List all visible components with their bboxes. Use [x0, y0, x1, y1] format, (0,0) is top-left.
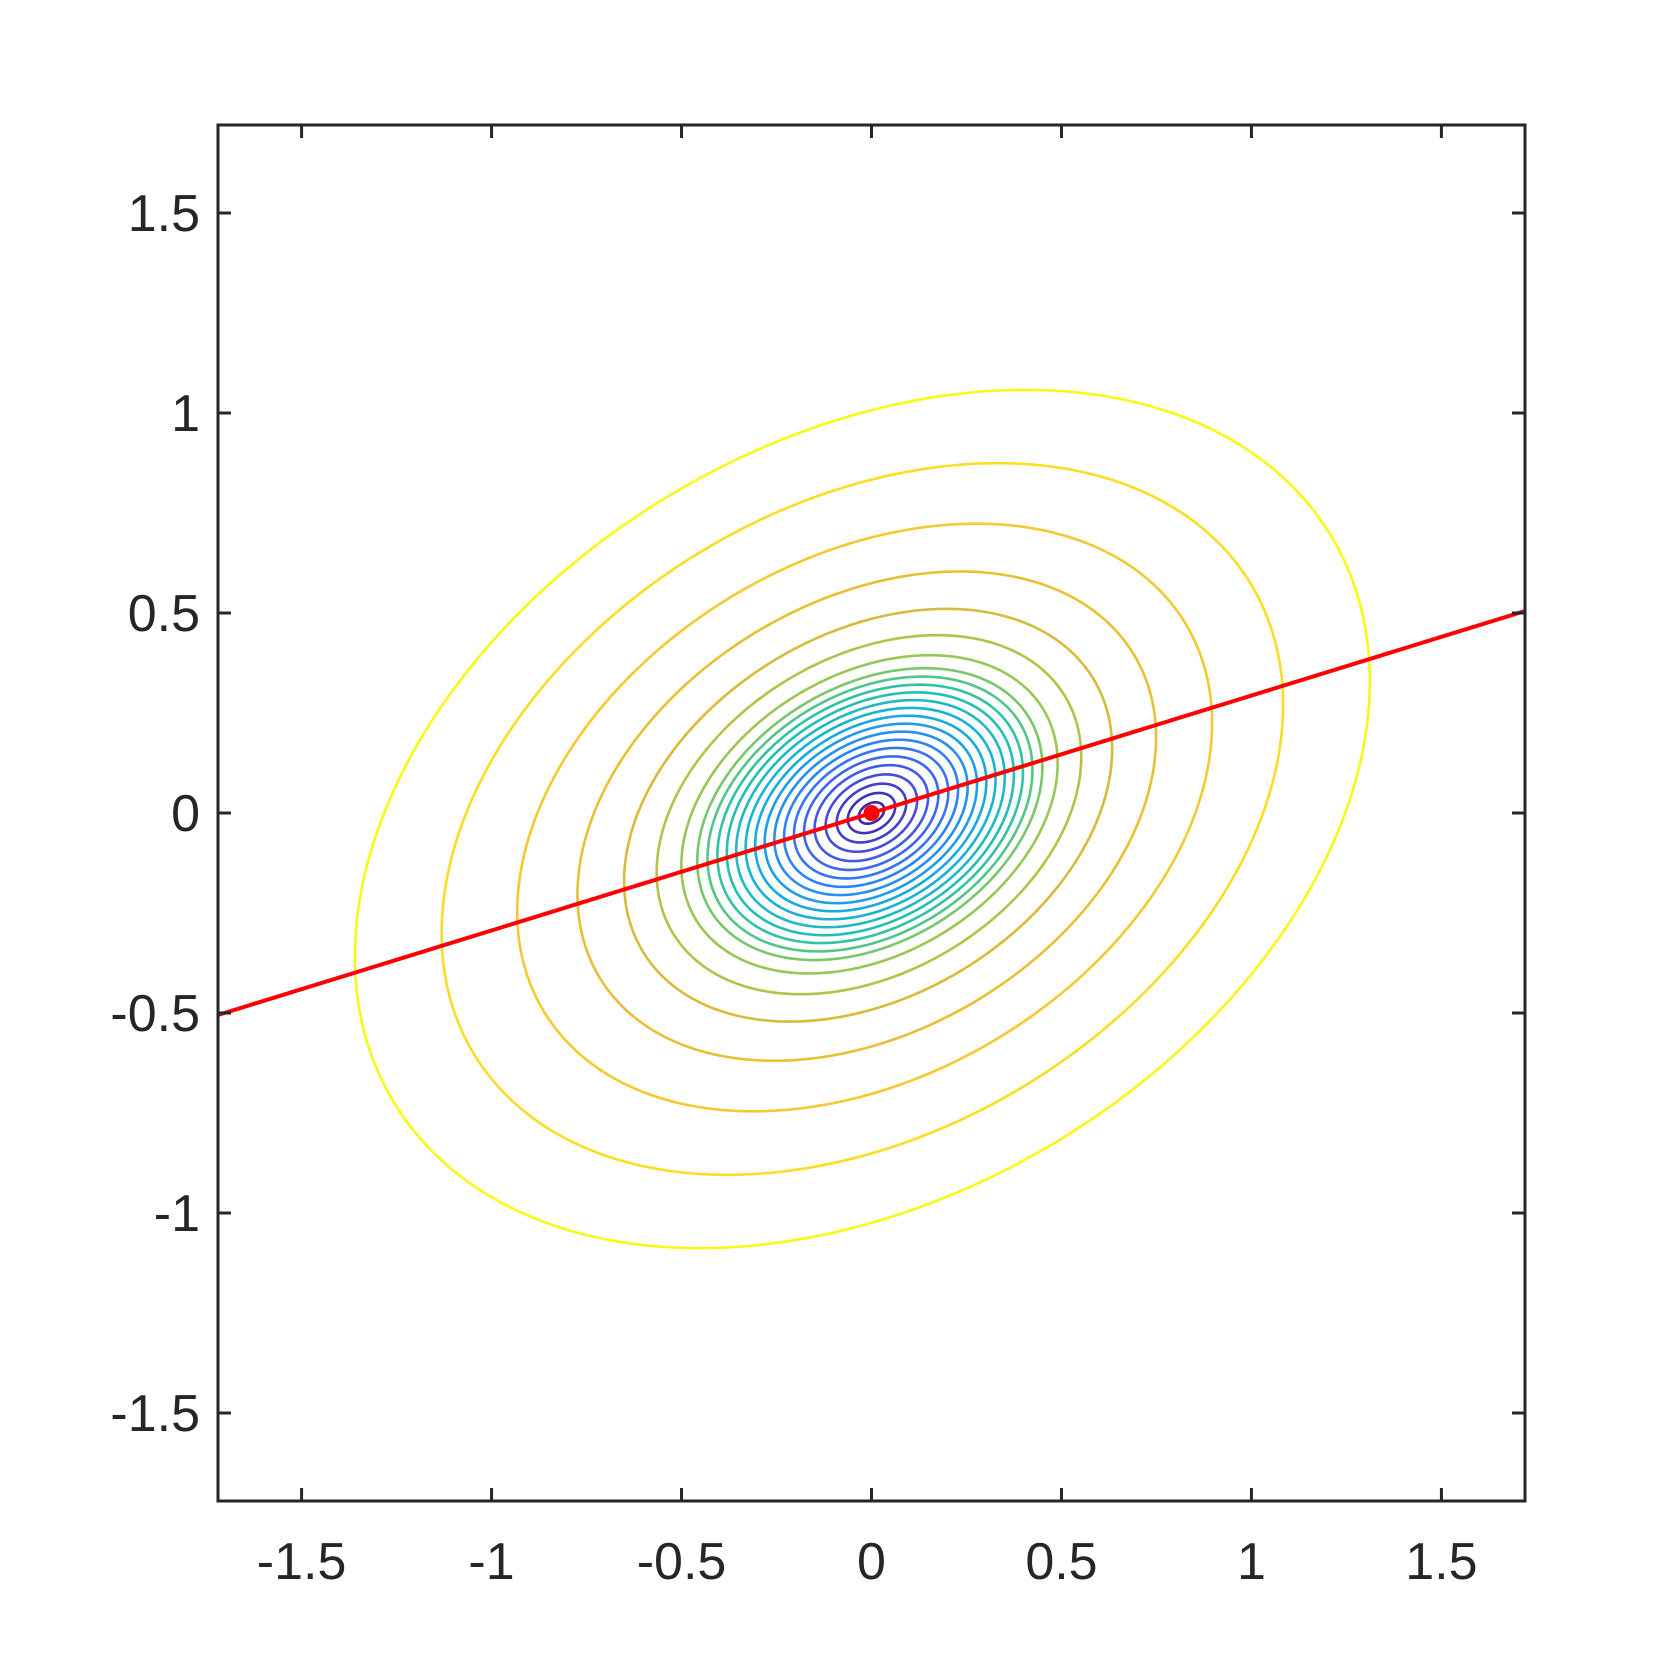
contour-line	[773, 730, 969, 897]
y-axis-tick-labels: -1.5 -1 -0.5 0 0.5 1 1.5	[110, 185, 200, 1443]
x-tick-label: -1	[468, 1533, 514, 1591]
y-tick-label: 0	[171, 785, 200, 843]
contour-line	[706, 675, 1034, 953]
x-axis-tick-labels: -1.5 -1 -0.5 0 0.5 1 1.5	[257, 1533, 1478, 1591]
axis-ticks	[218, 125, 1525, 1501]
contour-lines	[353, 388, 1372, 1250]
contour-line	[857, 800, 886, 826]
contour-line	[734, 698, 1007, 929]
y-tick-label: 0.5	[128, 585, 200, 643]
y-tick-label: -1.5	[110, 1385, 200, 1443]
contour-line	[753, 714, 988, 913]
x-tick-label: -1.5	[257, 1533, 347, 1591]
x-tick-label: 0	[857, 1533, 886, 1591]
contour-line	[680, 653, 1059, 975]
y-tick-label: -1	[154, 1185, 200, 1243]
contour-line	[716, 683, 1025, 945]
contour-line	[655, 633, 1083, 996]
y-tick-label: 1	[171, 385, 200, 443]
red-center-marker	[863, 805, 880, 821]
overlay-layer	[218, 609, 1525, 1017]
contour-line	[824, 773, 919, 854]
contour-line	[353, 388, 1372, 1250]
contour-line	[802, 755, 940, 872]
x-tick-label: 1	[1237, 1533, 1266, 1591]
x-tick-label: -0.5	[637, 1533, 727, 1591]
x-tick-label: 1.5	[1405, 1533, 1477, 1591]
y-tick-label: 1.5	[128, 185, 200, 243]
contour-line	[725, 691, 1016, 937]
contour-line	[695, 666, 1044, 962]
contour-line	[576, 570, 1158, 1063]
contour-line	[744, 706, 997, 921]
contour-line	[835, 782, 908, 844]
contour-line	[846, 791, 897, 835]
axes-box	[216, 123, 1527, 1503]
contour-line	[813, 763, 930, 863]
contour-line	[515, 522, 1214, 1113]
contour-line	[792, 746, 950, 880]
contour-line	[440, 461, 1285, 1177]
contour-line	[622, 607, 1114, 1023]
contour-line	[763, 722, 979, 905]
y-tick-label: -0.5	[110, 985, 200, 1043]
contour-line	[782, 738, 960, 889]
x-tick-label: 0.5	[1025, 1533, 1097, 1591]
